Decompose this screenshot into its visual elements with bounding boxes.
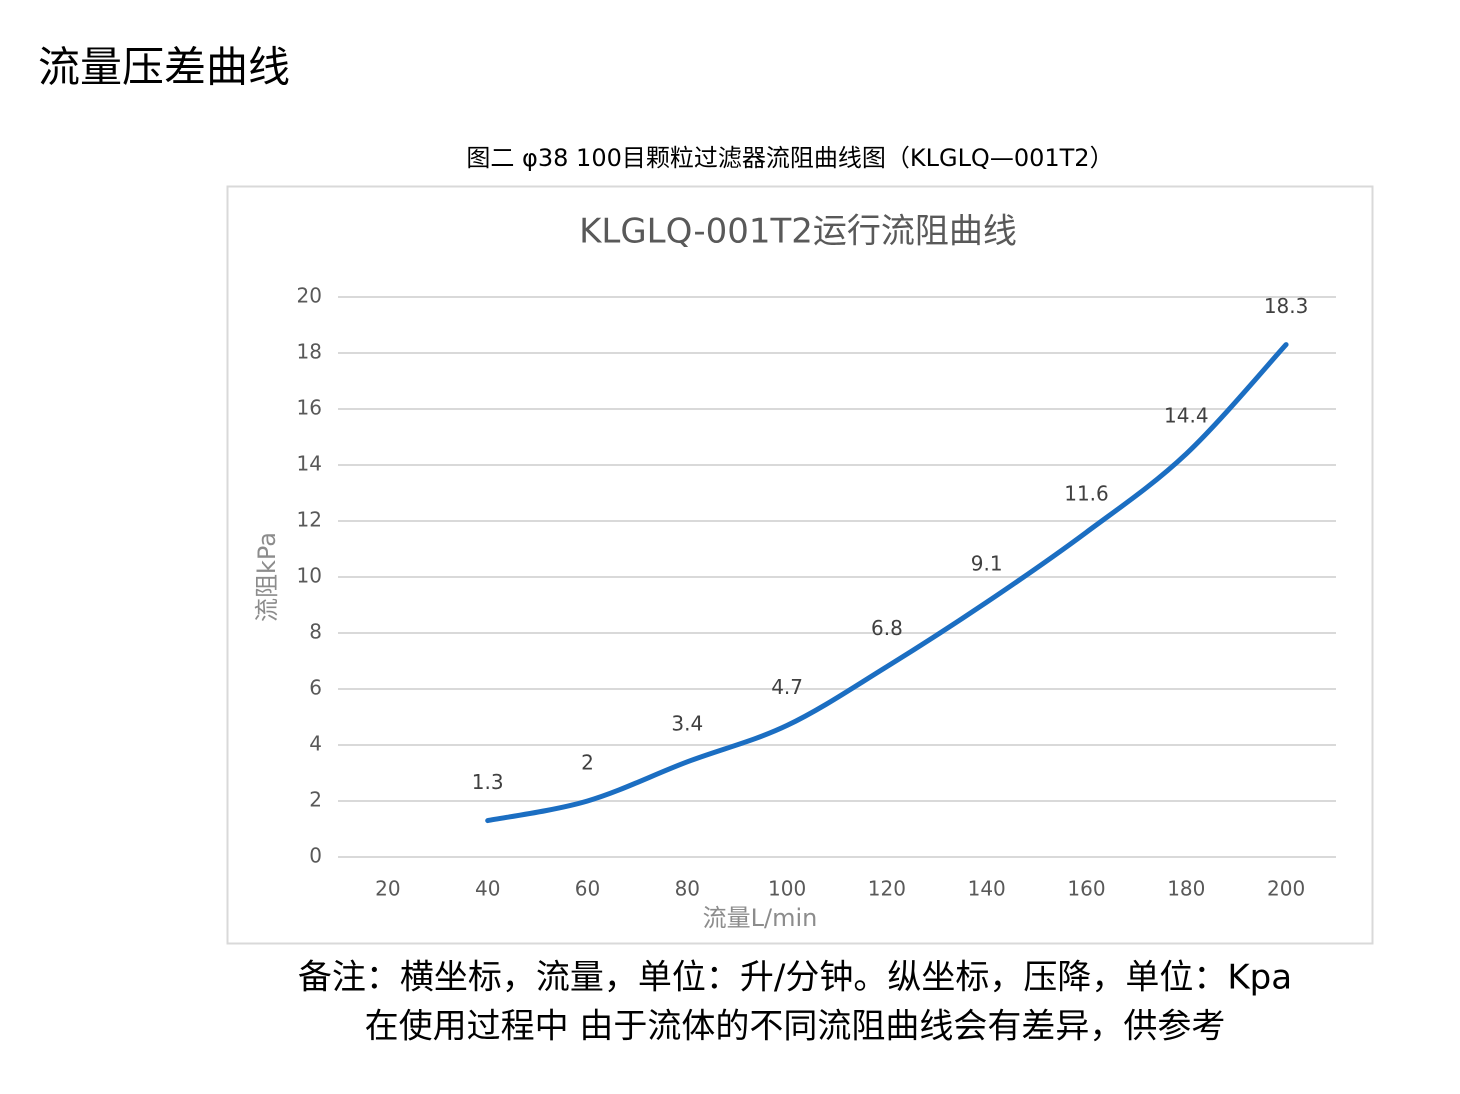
chart-title: KLGLQ-001T2运行流阻曲线 xyxy=(579,212,1017,252)
data-label: 1.3 xyxy=(472,770,504,794)
data-label: 6.8 xyxy=(871,616,903,640)
data-label: 9.1 xyxy=(971,552,1003,576)
heading: 流量压差曲线 xyxy=(38,43,290,92)
x-tick-label: 80 xyxy=(675,877,700,901)
x-tick-label: 140 xyxy=(968,877,1006,901)
x-tick-label: 100 xyxy=(768,877,806,901)
data-label: 11.6 xyxy=(1064,482,1109,506)
chart-frame xyxy=(226,185,1374,945)
data-label: 4.7 xyxy=(771,675,803,699)
x-tick-label: 40 xyxy=(475,877,500,901)
y-tick-label: 2 xyxy=(309,788,322,812)
data-label: 3.4 xyxy=(671,711,703,735)
y-tick-label: 8 xyxy=(309,620,322,644)
data-line xyxy=(485,342,1289,824)
x-tick-label: 60 xyxy=(575,877,600,901)
y-tick-label: 10 xyxy=(297,564,322,588)
y-tick-label: 4 xyxy=(309,732,322,756)
y-tick-label: 18 xyxy=(297,340,322,364)
data-label: 18.3 xyxy=(1264,294,1309,318)
x-tick-label: 180 xyxy=(1167,877,1205,901)
x-tick-label: 160 xyxy=(1067,877,1105,901)
y-tick-label: 12 xyxy=(297,508,322,532)
x-tick-label: 200 xyxy=(1267,877,1305,901)
y-axis-label: 流阻kPa xyxy=(253,532,281,622)
y-tick-label: 0 xyxy=(309,844,322,868)
y-tick-label: 14 xyxy=(297,452,322,476)
y-tick-label: 6 xyxy=(309,676,322,700)
data-label: 14.4 xyxy=(1164,403,1209,427)
x-tick-label: 20 xyxy=(375,877,400,901)
caption: 图二 φ38 100目颗粒过滤器流阻曲线图（KLGLQ—001T2） xyxy=(466,144,1113,172)
y-tick-label: 16 xyxy=(297,396,322,420)
data-label: 2 xyxy=(581,751,594,775)
x-tick-label: 120 xyxy=(868,877,906,901)
note: 备注：横坐标，流量，单位：升/分钟。纵坐标，压降，单位：Kpa xyxy=(298,958,1292,998)
x-axis-label: 流量L/min xyxy=(703,904,818,932)
y-tick-label: 20 xyxy=(297,284,322,308)
note: 在使用过程中 由于流体的不同流阻曲线会有差异，供参考 xyxy=(365,1007,1226,1047)
